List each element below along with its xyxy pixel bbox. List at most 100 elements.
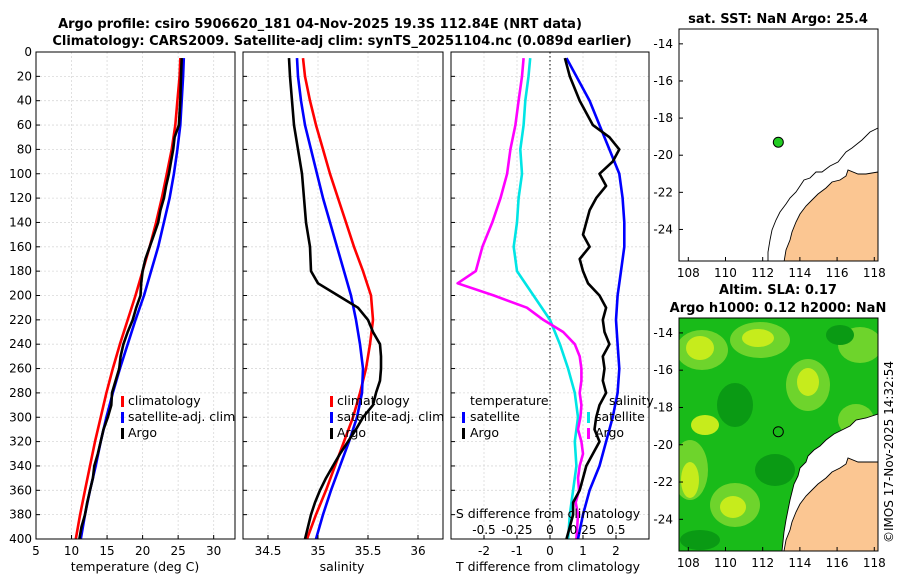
lat-tick-label: -16 (653, 363, 673, 377)
y-tick-label: 20 (17, 69, 32, 83)
lat-tick-label: -20 (653, 148, 673, 162)
y-tick-label: 220 (9, 313, 32, 327)
y-tick-label: 160 (9, 240, 32, 254)
salinity-legend: climatology satellite-adj. clim Argo (330, 393, 444, 440)
sla-coastline-land (783, 457, 878, 551)
y-tick-label: 60 (17, 118, 32, 132)
x-tick-label: -1 (511, 544, 523, 558)
x-tick-label: -2 (478, 544, 490, 558)
y-tick-label: 360 (9, 483, 32, 497)
sst-map-box (678, 28, 879, 262)
y-tick-label: 280 (9, 386, 32, 400)
t-legend-label-satellite: satellite (470, 409, 520, 424)
sst-shelf-contour (767, 127, 878, 261)
x-tick-label: 34.5 (255, 544, 282, 558)
lon-tick-label: 114 (788, 556, 811, 570)
imos-credit: ©IMOS 17-Nov-2025 14:32:54 (882, 361, 896, 543)
lon-tick-label: 118 (863, 266, 886, 280)
lon-tick-label: 116 (826, 266, 849, 280)
y-tick-label: 120 (9, 191, 32, 205)
sst-map-panel: sat. SST: NaN Argo: 25.4 108 110 112 114 116… (653, 12, 885, 280)
lat-tick-label: -24 (653, 512, 673, 526)
s-legend-label-satellite: satellite (595, 409, 645, 424)
series-line-satellite-adj-clim (79, 58, 186, 539)
temperature-xlabel: temperature (deg C) (71, 559, 200, 574)
lon-tick-label: 112 (751, 266, 774, 280)
y-tick-label: 260 (9, 362, 32, 376)
lon-tick-label: 110 (714, 556, 737, 570)
s-difference-label: S difference from climatology (456, 506, 641, 521)
legend-title-temperature: temperature (470, 393, 549, 408)
figure-subtitle: Climatology: CARS2009. Satellite-adj cli… (52, 34, 631, 49)
sla-map-box (678, 317, 879, 552)
lat-tick-label: -22 (653, 185, 673, 199)
lon-tick-label: 112 (751, 556, 774, 570)
lon-tick-label: 110 (714, 266, 737, 280)
y-tick-label: 240 (9, 337, 32, 351)
lat-tick-label: -14 (653, 326, 673, 340)
x-tick-label: 35.5 (355, 544, 382, 558)
s-tick-label: 0 (546, 523, 554, 537)
series-line-satellite-adj-clim (295, 58, 365, 539)
lat-tick-label: -20 (653, 438, 673, 452)
series-line-climatology (301, 57, 375, 539)
t-legend-swatch-argo (462, 428, 465, 439)
salinity-legend-label-argo: Argo (337, 425, 366, 440)
argo-float-marker-sla (772, 426, 784, 438)
figure-title: Argo profile: csiro 5906620_181 04-Nov-2… (58, 17, 582, 32)
x-tick-label: 10 (64, 544, 79, 558)
y-tick-label: 140 (9, 215, 32, 229)
sla-field-highs (681, 329, 819, 518)
legend-swatch-climatology (121, 396, 124, 407)
s-tick-label: 0.5 (606, 523, 625, 537)
series-line-s-argo (563, 57, 621, 539)
legend-swatch-satellite-adj (121, 412, 124, 423)
salinity-legend-swatch-satellite-adj (330, 412, 333, 423)
t-legend-label-argo: Argo (470, 425, 499, 440)
y-tick-label: 0 (24, 45, 32, 59)
series-line-climatology (74, 58, 182, 539)
difference-legends: temperature satellite Argo salinity sate… (462, 393, 654, 440)
s-tick-label: -0.5 (472, 523, 495, 537)
s-legend-swatch-argo (587, 428, 590, 439)
salinity-legend-swatch-climatology (330, 396, 333, 407)
lat-tick-label: -16 (653, 74, 673, 88)
x-tick-label: 36 (410, 544, 425, 558)
x-tick-label: 1 (579, 544, 587, 558)
y-tick-label: 180 (9, 264, 32, 278)
sst-coastline-land (783, 169, 878, 261)
s-legend-swatch-satellite (587, 412, 590, 423)
salinity-legend-swatch-argo (330, 428, 333, 439)
s-tick-label: -0.25 (501, 523, 532, 537)
s-legend-label-argo: Argo (595, 425, 624, 440)
temperature-panel: 0 20 40 60 80 100 120 140 160 180 200 220 240 260 280 3… (9, 45, 236, 574)
s-tick-label: 0.25 (570, 523, 597, 537)
x-tick-label: 5 (32, 544, 40, 558)
legend-title-salinity: salinity (609, 393, 654, 408)
lon-tick-label: 108 (677, 556, 700, 570)
x-tick-label: 20 (135, 544, 150, 558)
y-tick-label: 340 (9, 459, 32, 473)
salinity-legend-label-satellite-adj: satellite-adj. clim (337, 409, 444, 424)
x-tick-label: 0 (546, 544, 554, 558)
temperature-legend: climatology satellite-adj. clim Argo (121, 393, 235, 440)
t-difference-xlabel: T difference from climatology (455, 559, 641, 574)
salinity-xlabel: salinity (320, 559, 365, 574)
series-line-argo (78, 58, 183, 539)
x-tick-label: 2 (612, 544, 620, 558)
t-legend-swatch-satellite (462, 412, 465, 423)
salinity-panel: 34.5 35 35.5 36 salinity climatology satell… (242, 51, 444, 574)
lon-tick-label: 118 (863, 556, 886, 570)
y-tick-label: 100 (9, 167, 32, 181)
lon-tick-label: 116 (826, 556, 849, 570)
sst-map-title: sat. SST: NaN Argo: 25.4 (688, 12, 868, 27)
legend-swatch-argo (121, 428, 124, 439)
sla-field-lows (680, 325, 854, 550)
x-tick-label: 15 (99, 544, 114, 558)
series-line-s-satellite (456, 57, 585, 539)
sla-map-panel: Altim. SLA: 0.17 Argo h1000: 0.12 h2000:… (653, 283, 886, 570)
difference-panel: -2 -1 0 1 2 -0.5 -0.25 0 0.25 0.5 S difference f… (450, 51, 654, 574)
y-tick-label: 40 (17, 94, 32, 108)
lat-tick-label: -14 (653, 37, 673, 51)
x-tick-label: 35 (310, 544, 325, 558)
